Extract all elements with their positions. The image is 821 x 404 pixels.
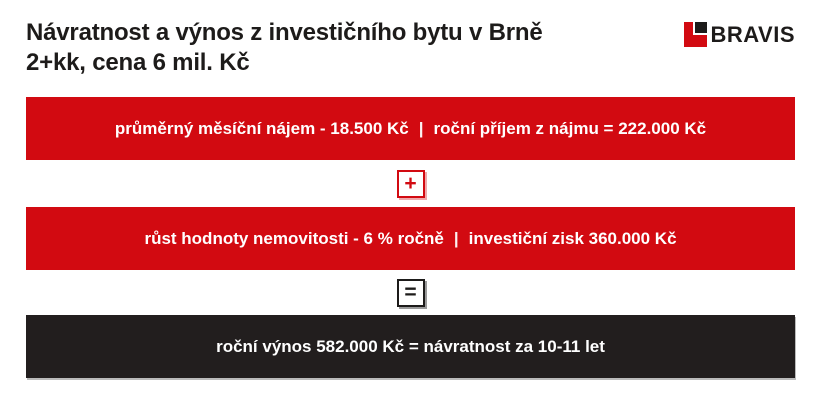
bravis-logo-text: BRAVIS (710, 22, 795, 47)
equals-icon: = (404, 281, 417, 304)
plus-operator-box: + (396, 169, 425, 198)
banner-value-growth: růst hodnoty nemovitosti - 6 % ročně | i… (26, 207, 795, 270)
page-title-line1: Návratnost a výnos z investičního bytu v… (26, 19, 543, 46)
growth-left-text: růst hodnoty nemovitosti - 6 % ročně (144, 228, 444, 248)
page-title-line2: 2+kk, cena 6 mil. Kč (26, 49, 250, 76)
equals-operator-box: = (396, 278, 425, 307)
rent-right-text: roční příjem z nájmu = 222.000 Kč (433, 118, 707, 138)
growth-right-text: investiční zisk 360.000 Kč (468, 228, 677, 248)
bravis-logo: BRAVIS (683, 22, 796, 47)
header: Návratnost a výnos z investičního bytu v… (26, 18, 795, 78)
bravis-logo-icon (683, 22, 707, 47)
growth-separator: | (453, 228, 459, 248)
calculation-flow: průměrný měsíční nájem - 18.500 Kč | roč… (26, 97, 795, 378)
page-title: Návratnost a výnos z investičního bytu v… (26, 18, 795, 78)
banner-rent-income: průměrný měsíční nájem - 18.500 Kč | roč… (26, 97, 795, 160)
equals-operator-row: = (26, 270, 795, 315)
bravis-logo-icon-square (692, 22, 707, 35)
rent-left-text: průměrný měsíční nájem - 18.500 Kč (114, 118, 409, 138)
banner-annual-yield-result: roční výnos 582.000 Kč = návratnost za 1… (26, 315, 795, 378)
result-text: roční výnos 582.000 Kč = návratnost za 1… (216, 336, 605, 356)
rent-separator: | (418, 118, 424, 138)
plus-operator-row: + (26, 160, 795, 207)
plus-icon: + (404, 172, 417, 195)
